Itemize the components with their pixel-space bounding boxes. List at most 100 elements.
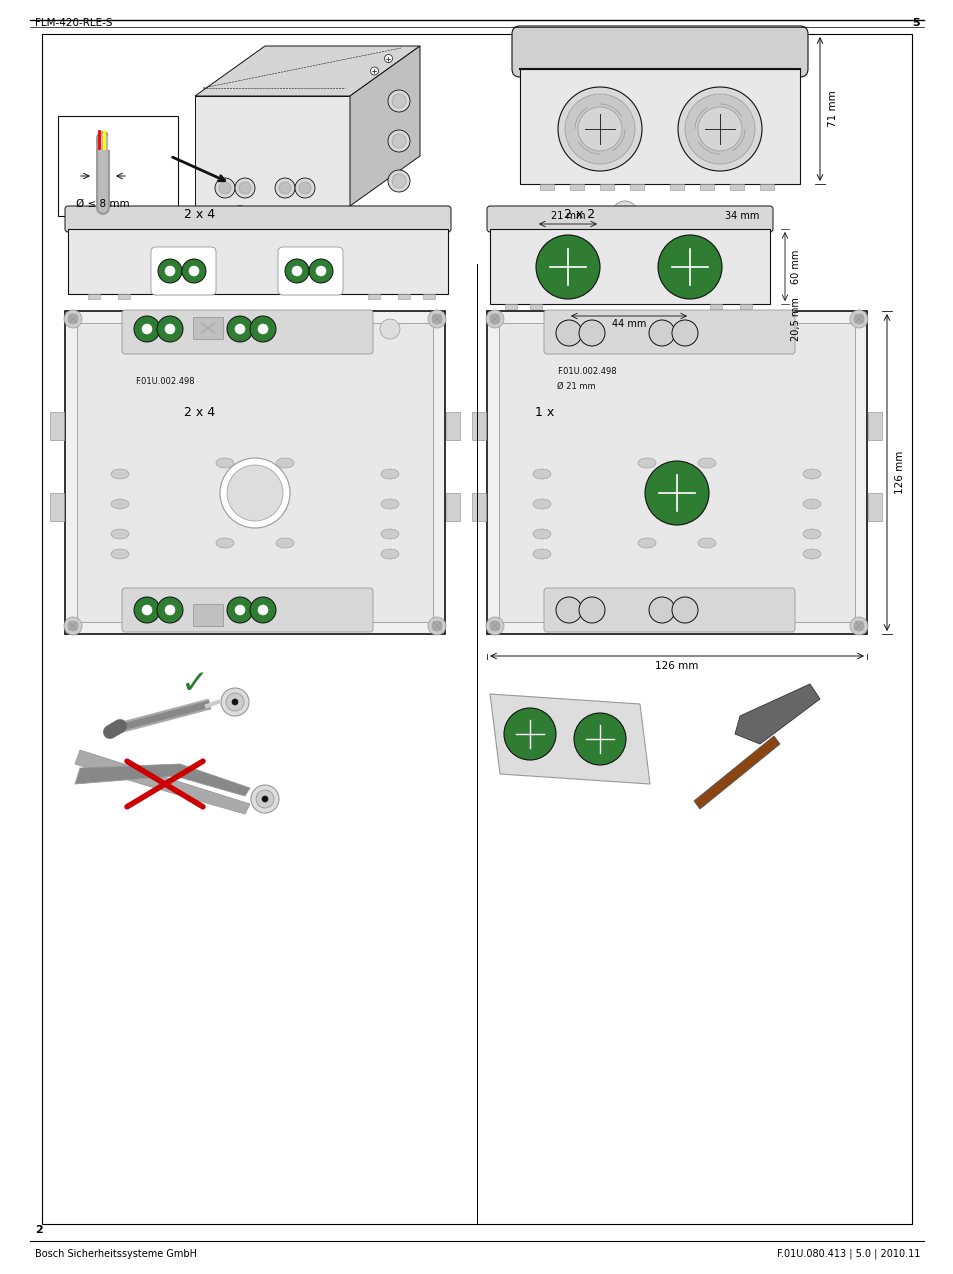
Circle shape [292,266,302,276]
Circle shape [236,409,243,415]
Ellipse shape [111,529,129,539]
Polygon shape [75,764,250,796]
Polygon shape [194,46,419,96]
Bar [50,413,64,441]
Circle shape [68,313,78,324]
Circle shape [227,598,253,623]
Ellipse shape [380,529,398,539]
Bar [472,493,485,521]
Circle shape [142,324,152,334]
Text: F.01U.080.413 | 5.0 | 2010.11: F.01U.080.413 | 5.0 | 2010.11 [776,1249,919,1259]
Bar [446,413,459,441]
Circle shape [388,169,410,192]
Bar [740,304,751,310]
Circle shape [165,266,174,276]
Bar [629,183,643,190]
Bar [498,324,854,622]
Circle shape [257,324,268,334]
Text: 60 mm: 60 mm [790,250,801,284]
FancyBboxPatch shape [65,206,451,232]
FancyBboxPatch shape [122,310,373,354]
Circle shape [239,182,251,194]
Circle shape [432,620,441,631]
FancyBboxPatch shape [543,310,794,354]
Circle shape [678,87,761,171]
Circle shape [684,94,754,164]
Circle shape [556,320,581,347]
Circle shape [392,134,406,148]
Bar [760,183,773,190]
Text: 21 mm: 21 mm [550,211,584,220]
Bar [569,183,583,190]
Circle shape [133,316,160,341]
Circle shape [250,598,275,623]
Circle shape [157,598,183,623]
Ellipse shape [533,529,551,539]
Text: 5: 5 [911,19,919,28]
FancyBboxPatch shape [277,247,343,296]
Text: 34 mm: 34 mm [724,211,759,220]
Circle shape [251,785,278,813]
Polygon shape [693,736,780,809]
Bar [368,294,379,299]
Circle shape [622,211,626,217]
Ellipse shape [533,469,551,479]
Circle shape [165,605,174,615]
FancyBboxPatch shape [122,589,373,632]
Circle shape [388,90,410,112]
Circle shape [285,259,309,283]
Bar [867,413,882,441]
Ellipse shape [111,549,129,559]
Circle shape [221,688,249,716]
Circle shape [485,310,503,327]
Bar [486,311,866,634]
Circle shape [849,617,867,634]
Circle shape [232,699,237,705]
Ellipse shape [380,469,398,479]
Circle shape [853,620,863,631]
Text: Bosch Sicherheitssysteme GmbH: Bosch Sicherheitssysteme GmbH [35,1249,196,1259]
Circle shape [671,320,698,347]
Circle shape [182,259,206,283]
Circle shape [564,94,635,164]
Ellipse shape [802,469,821,479]
Circle shape [227,316,253,341]
Ellipse shape [533,549,551,559]
Circle shape [68,620,78,631]
Polygon shape [75,750,250,814]
Circle shape [384,55,392,62]
Circle shape [133,598,160,623]
Ellipse shape [275,457,294,468]
Circle shape [648,598,675,623]
Circle shape [379,318,399,339]
Text: F.01U.002.498: F.01U.002.498 [557,367,616,376]
Bar [118,294,130,299]
FancyBboxPatch shape [543,589,794,632]
Ellipse shape [111,469,129,479]
Circle shape [64,310,82,327]
Bar [867,493,882,521]
Circle shape [648,320,675,347]
Circle shape [556,598,581,623]
Circle shape [849,310,867,327]
Circle shape [853,313,863,324]
Circle shape [578,320,604,347]
Ellipse shape [533,499,551,510]
Text: Ø ≤ 8 mm: Ø ≤ 8 mm [76,199,130,209]
Text: 2: 2 [35,1226,43,1235]
Bar [530,304,541,310]
Circle shape [262,796,268,803]
Circle shape [165,324,174,334]
Circle shape [658,234,721,299]
Circle shape [298,182,311,194]
FancyBboxPatch shape [151,247,215,296]
Circle shape [227,465,283,521]
Circle shape [428,617,446,634]
Ellipse shape [275,538,294,548]
Circle shape [315,266,326,276]
Circle shape [220,457,290,527]
Bar [68,229,448,294]
Bar [539,183,554,190]
Circle shape [278,182,291,194]
Ellipse shape [111,499,129,510]
